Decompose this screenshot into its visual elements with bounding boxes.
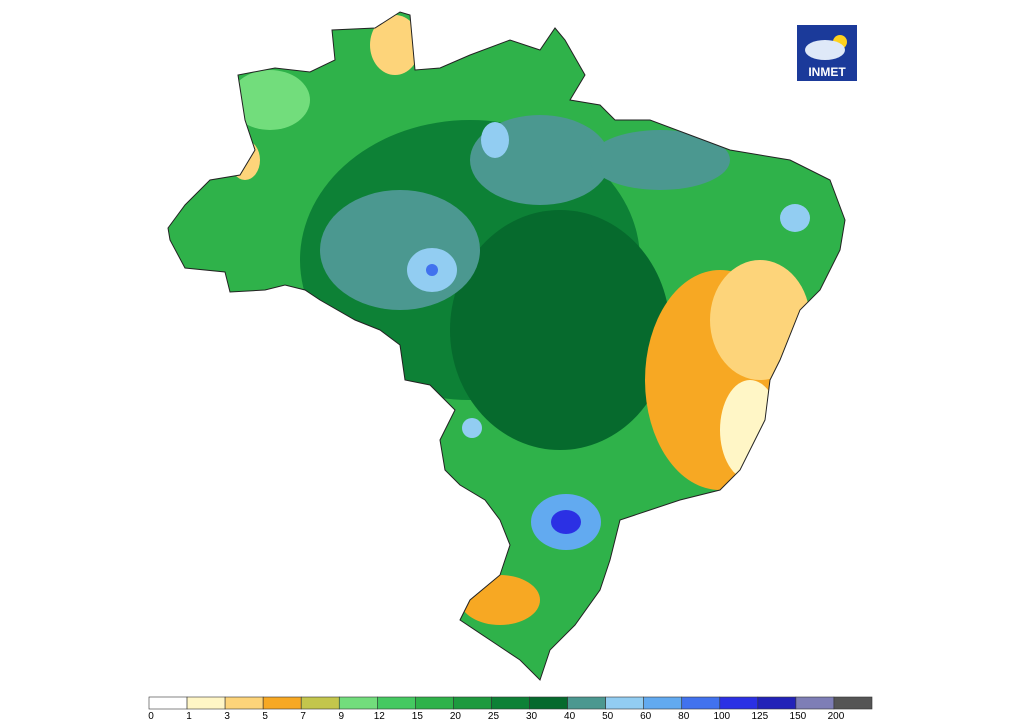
legend-label: 100 [713,711,730,720]
legend-swatch [795,696,835,710]
legend-label: 0 [148,711,154,720]
legend-label: 125 [751,711,768,720]
legend-label: 7 [300,711,306,720]
legend-swatch [453,696,492,710]
legend-label: 20 [450,711,462,720]
legend-label: 200 [828,711,845,720]
legend-swatch [224,696,264,710]
legend-label: 12 [374,711,386,720]
legend-swatch [377,696,416,710]
legend-swatch [681,696,721,710]
legend-swatch [719,696,759,710]
legend-label: 80 [678,711,690,720]
legend-swatch [262,696,302,710]
legend-swatch [757,696,797,710]
legend-swatch [186,696,226,710]
legend-label: 5 [262,711,268,720]
legend-swatch [833,696,873,710]
legend-label: 25 [488,711,500,720]
legend-swatch [148,696,188,710]
logo-text: INMET [808,65,846,79]
legend-swatch [415,696,454,710]
legend-swatch [491,696,530,710]
legend-swatch [643,696,683,710]
logo: INMET [797,25,857,81]
legend-label: 9 [338,711,344,720]
legend-label: 40 [564,711,576,720]
legend-label: 1 [186,711,192,720]
legend-swatch [605,696,644,710]
legend-swatch [338,696,378,710]
legend-label: 50 [602,711,614,720]
legend-swatch [529,696,568,710]
precipitation-map [168,12,845,680]
legend-label: 3 [224,711,230,720]
legend-swatch [567,696,606,710]
legend-label: 150 [790,711,807,720]
legend-swatch [300,696,340,710]
legend-label: 15 [412,711,424,720]
legend-label: 60 [640,711,652,720]
legend-label: 30 [526,711,538,720]
legend: 0 1 3 5 7 9 12 15 20 25 30 40 50 60 80 100 125 150 200 [148,696,873,720]
